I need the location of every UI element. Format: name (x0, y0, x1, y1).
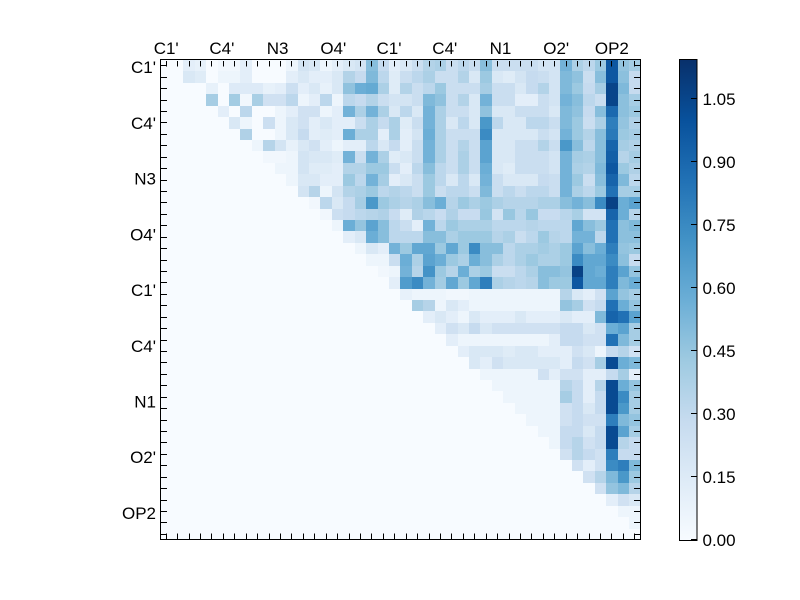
svg-text:N1: N1 (490, 39, 512, 58)
svg-text:C4': C4' (131, 114, 156, 133)
svg-text:0.15: 0.15 (703, 468, 736, 487)
svg-text:OP2: OP2 (595, 39, 629, 58)
svg-text:1.05: 1.05 (703, 90, 736, 109)
svg-text:C4': C4' (209, 39, 234, 58)
svg-text:O4': O4' (320, 39, 346, 58)
svg-text:0.00: 0.00 (703, 531, 736, 550)
svg-text:N3: N3 (134, 170, 156, 189)
svg-text:0.30: 0.30 (703, 405, 736, 424)
svg-text:C1': C1' (154, 39, 179, 58)
svg-text:C1': C1' (131, 281, 156, 300)
svg-text:C4': C4' (131, 337, 156, 356)
svg-text:O4': O4' (130, 225, 156, 244)
svg-text:N1: N1 (134, 393, 156, 412)
svg-text:C1': C1' (377, 39, 402, 58)
svg-text:OP2: OP2 (122, 504, 156, 523)
svg-text:O2': O2' (543, 39, 569, 58)
svg-text:O2': O2' (130, 448, 156, 467)
svg-text:N3: N3 (267, 39, 289, 58)
svg-text:C1': C1' (131, 58, 156, 77)
svg-text:0.90: 0.90 (703, 153, 736, 172)
svg-text:0.75: 0.75 (703, 216, 736, 235)
svg-text:C4': C4' (432, 39, 457, 58)
svg-text:0.45: 0.45 (703, 342, 736, 361)
svg-text:0.60: 0.60 (703, 279, 736, 298)
